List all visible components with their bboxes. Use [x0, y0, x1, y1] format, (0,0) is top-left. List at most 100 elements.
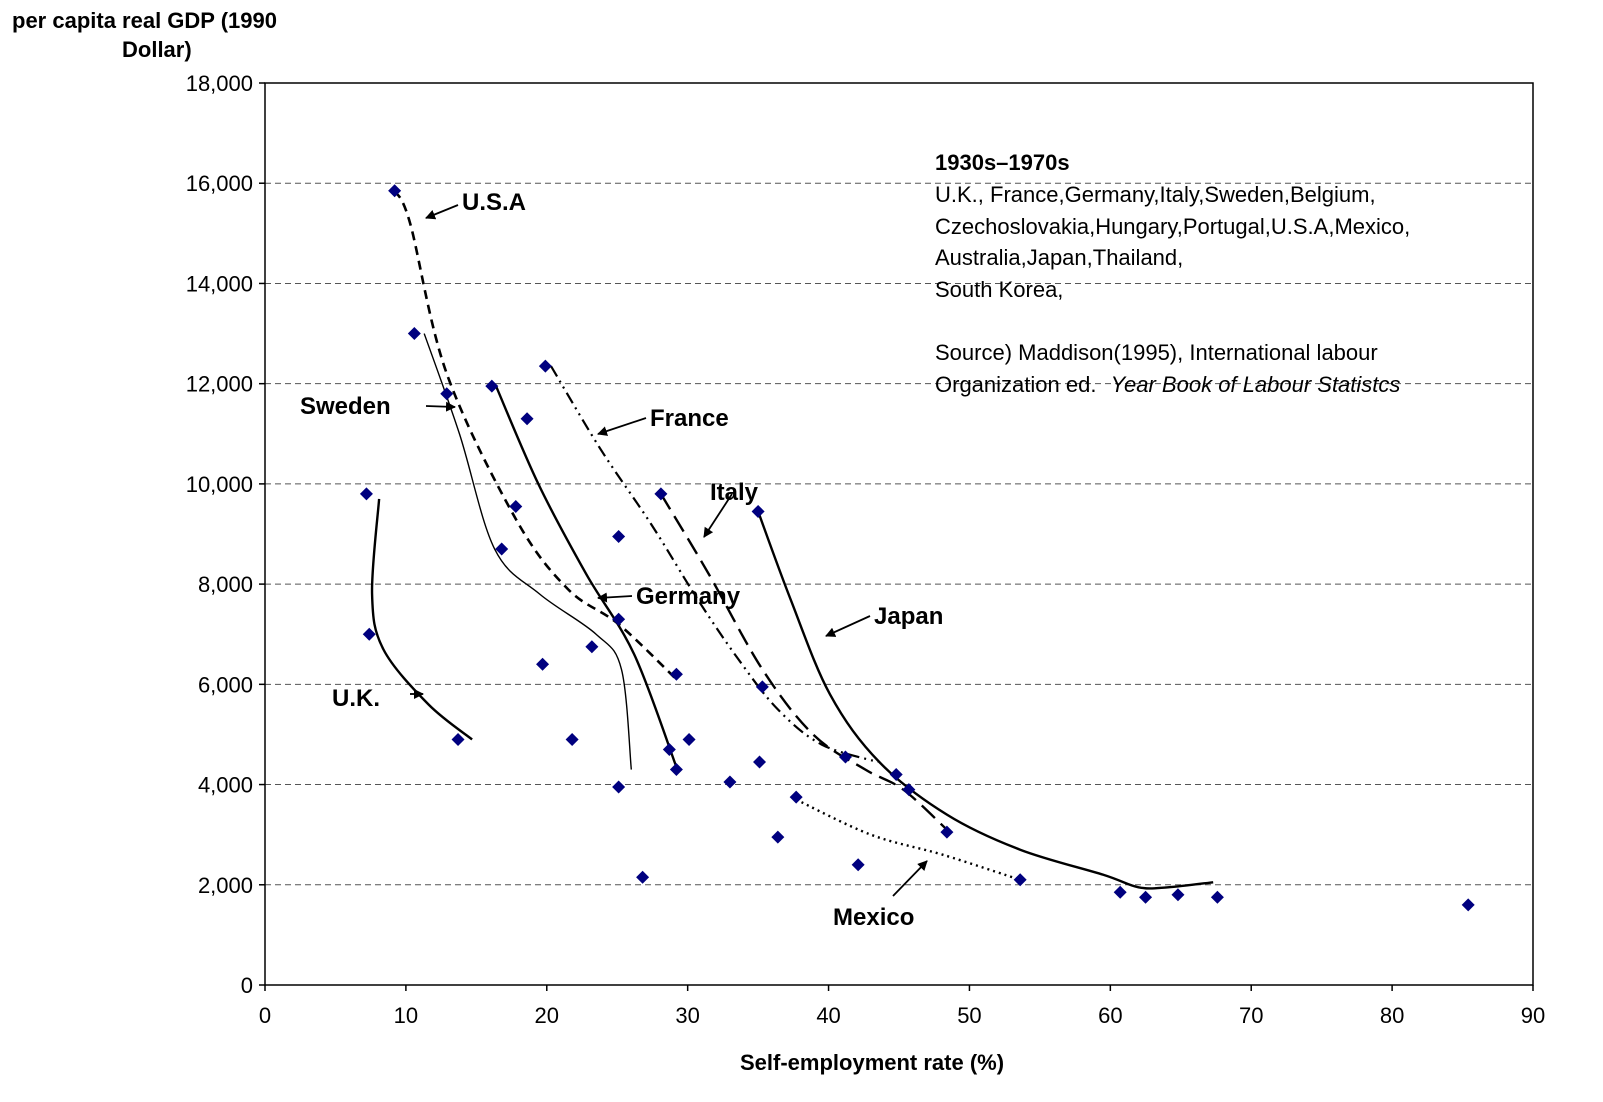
data-point: [636, 870, 650, 884]
data-point: [771, 830, 785, 844]
note-line-1: U.K., France,Germany,Italy,Sweden,Belgiu…: [935, 182, 1376, 207]
data-point: [1139, 890, 1153, 904]
data-point: [495, 542, 509, 556]
curve-uk: [370, 498, 473, 741]
annotation-label: France: [650, 405, 729, 432]
data-point: [789, 790, 803, 804]
data-points: [359, 184, 1475, 912]
curve-japan: [756, 511, 1214, 890]
y-axis-title-line2: Dollar): [122, 37, 192, 62]
source-line-1: Source) Maddison(1995), International la…: [935, 340, 1378, 365]
annotation-arrow: [892, 860, 928, 897]
x-tick-label: 30: [675, 1003, 699, 1028]
data-point: [838, 750, 852, 764]
curve-usa: [393, 190, 678, 681]
note-line-3: Australia,Japan,Thailand,: [935, 245, 1183, 270]
country-curves: [370, 190, 1214, 890]
annotation-label: Mexico: [833, 904, 914, 931]
annotation-label: Japan: [874, 603, 943, 630]
data-point: [755, 680, 769, 694]
plot-area-frame: [264, 82, 1534, 986]
data-point: [485, 379, 499, 393]
x-axis-title: Self-employment rate (%): [740, 1050, 1004, 1075]
data-point: [682, 732, 696, 746]
y-tick-label: 12,000: [186, 372, 253, 397]
country-annotations: U.S.A Sweden France Italy Germany Japan U.K. Me…: [300, 189, 943, 931]
data-point: [940, 825, 954, 839]
y-tick-label: 0: [241, 973, 253, 998]
x-axis-ticks: 0 10 20 30 40 50 60 70 80 90: [259, 985, 1545, 1028]
y-tick-label: 16,000: [186, 171, 253, 196]
data-point: [1210, 890, 1224, 904]
annotation-arrow: [597, 417, 647, 436]
curve-mexico: [795, 798, 1021, 881]
annotation-arrow: [825, 615, 871, 637]
y-tick-label: 18,000: [186, 71, 253, 96]
data-point: [889, 768, 903, 782]
annotation-label: U.S.A: [462, 189, 526, 216]
curve-france: [550, 365, 879, 764]
annotation-label: U.K.: [332, 685, 380, 712]
data-point: [440, 387, 454, 401]
data-point: [538, 359, 552, 373]
data-point: [388, 184, 402, 198]
data-point: [536, 657, 550, 671]
annotation-label: Sweden: [300, 393, 391, 420]
data-point: [1113, 885, 1127, 899]
x-tick-label: 10: [394, 1003, 418, 1028]
note-line-2: Czechoslovakia,Hungary,Portugal,U.S.A,Me…: [935, 214, 1410, 239]
data-point: [520, 412, 534, 426]
x-tick-label: 70: [1239, 1003, 1263, 1028]
data-point: [669, 667, 683, 681]
data-point: [669, 763, 683, 777]
annotation-arrow: [425, 401, 456, 412]
y-tick-label: 2,000: [198, 873, 253, 898]
data-point: [362, 627, 376, 641]
annotation-arrow: [597, 592, 633, 603]
data-point: [585, 640, 599, 654]
y-tick-label: 14,000: [186, 271, 253, 296]
data-point: [851, 858, 865, 872]
data-point: [751, 504, 765, 518]
data-point: [753, 755, 767, 769]
x-tick-label: 80: [1380, 1003, 1404, 1028]
annotation-label: Germany: [636, 583, 741, 610]
data-point: [407, 327, 421, 341]
x-tick-label: 40: [816, 1003, 840, 1028]
y-tick-label: 10,000: [186, 472, 253, 497]
x-tick-label: 50: [957, 1003, 981, 1028]
y-axis-title-line1: per capita real GDP (1990: [12, 8, 277, 33]
curve-sweden: [423, 333, 633, 770]
annotation-arrow: [703, 493, 733, 538]
x-tick-label: 60: [1098, 1003, 1122, 1028]
data-point: [612, 780, 626, 794]
data-point: [612, 530, 626, 544]
data-point: [1461, 898, 1475, 912]
curve-germany: [494, 385, 678, 768]
data-point: [359, 487, 373, 501]
x-tick-label: 90: [1521, 1003, 1545, 1028]
y-axis-ticks: 0 2,000 4,000 6,000 8,000 10,000 12,000 14,000 1…: [186, 71, 265, 998]
annotation-label: Italy: [710, 479, 759, 506]
data-point: [654, 487, 668, 501]
y-tick-label: 4,000: [198, 773, 253, 798]
data-point: [1171, 888, 1185, 902]
data-point: [723, 775, 737, 789]
data-point: [1013, 873, 1027, 887]
data-point: [612, 612, 626, 626]
data-point: [509, 499, 523, 513]
note-box: 1930s–1970s U.K., France,Germany,Italy,S…: [935, 150, 1410, 397]
data-point: [662, 742, 676, 756]
curve-italy: [659, 493, 948, 831]
grid-lines: [265, 182, 1533, 886]
note-line-4: South Korea,: [935, 277, 1063, 302]
x-tick-label: 20: [535, 1003, 559, 1028]
annotation-arrow: [425, 204, 459, 220]
source-book-title: Year Book of Labour Statistcs: [1111, 372, 1401, 397]
source-line-2: Organization ed. Year Book of Labour Sta…: [935, 372, 1400, 397]
source-org: Organization ed.: [935, 372, 1096, 397]
y-tick-label: 8,000: [198, 572, 253, 597]
data-point: [565, 732, 579, 746]
y-tick-label: 6,000: [198, 672, 253, 697]
